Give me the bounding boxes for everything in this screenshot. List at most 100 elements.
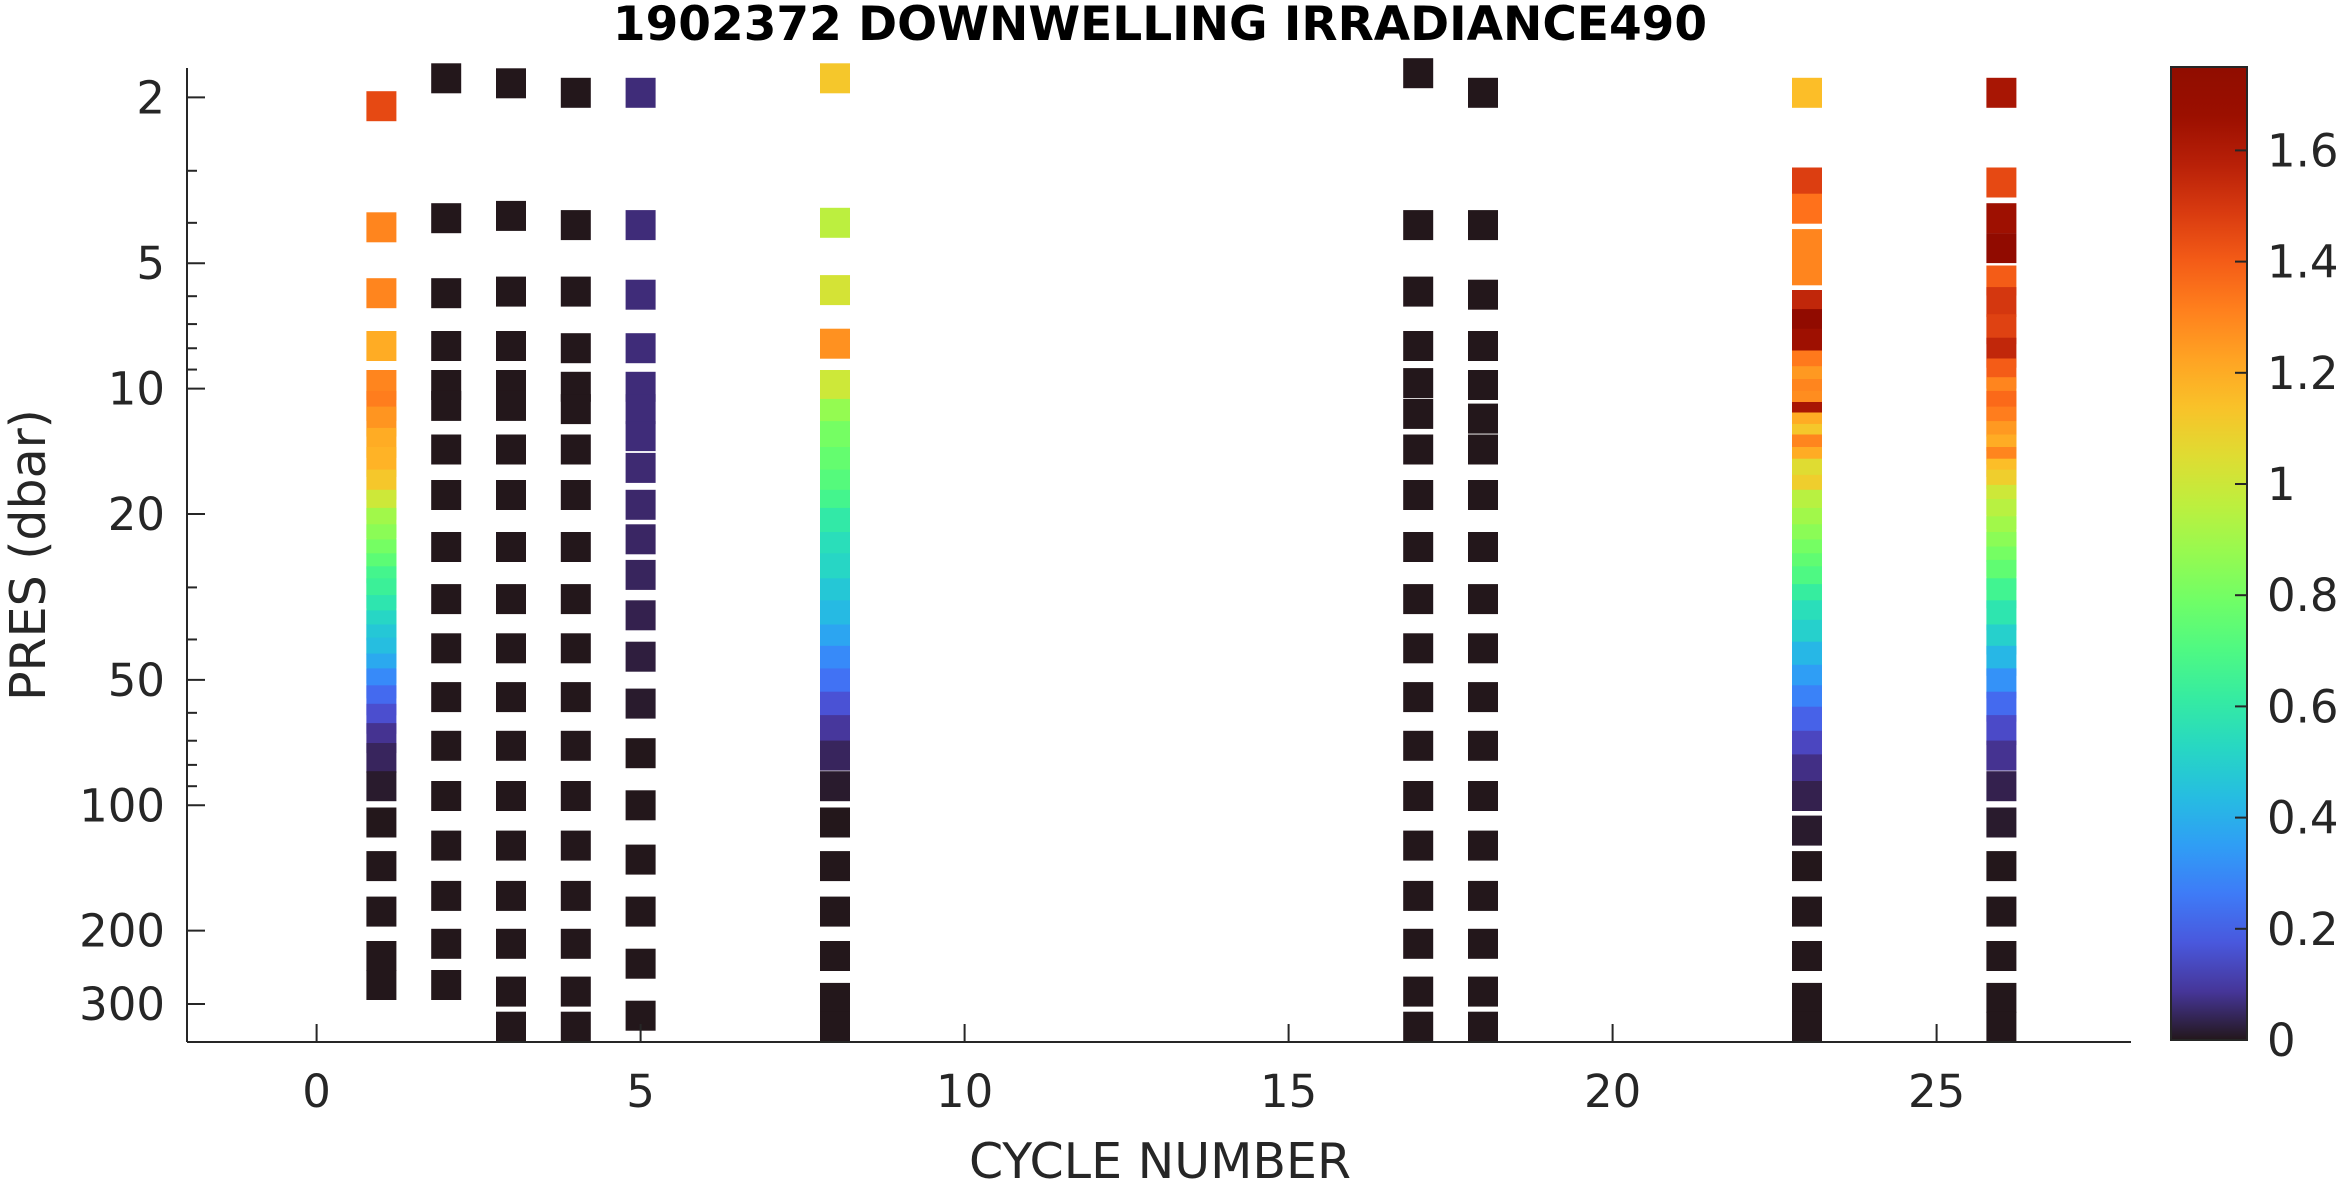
data-marker	[496, 928, 526, 959]
data-marker	[1468, 279, 1498, 310]
data-marker	[496, 1011, 526, 1042]
data-marker	[1792, 167, 1822, 198]
data-marker	[1986, 896, 2017, 927]
y-tick-label: 10	[108, 363, 165, 416]
data-marker	[625, 210, 656, 241]
data-marker	[1468, 370, 1498, 400]
chart-title: 1902372 DOWNWELLING IRRADIANCE490	[613, 0, 1707, 52]
y-tick-label: 2	[136, 71, 165, 124]
data-marker	[1792, 851, 1822, 882]
data-marker	[1986, 771, 2017, 802]
data-marker	[1986, 715, 2017, 746]
data-marker	[431, 682, 462, 713]
data-marker	[560, 781, 591, 811]
x-axis-label: CYCLE NUMBER	[969, 1133, 1351, 1187]
y-tick-label: 50	[108, 654, 165, 707]
data-marker	[431, 730, 462, 761]
data-marker	[1986, 807, 2017, 838]
data-marker	[560, 976, 591, 1007]
data-marker	[560, 830, 591, 861]
data-marker	[1468, 77, 1498, 108]
data-marker	[1403, 880, 1434, 911]
data-marker	[366, 807, 397, 838]
colorbar-gradient	[2171, 67, 2247, 1040]
data-marker	[625, 844, 656, 875]
data-marker	[1792, 193, 1822, 224]
data-marker	[1792, 754, 1822, 785]
data-marker	[820, 421, 850, 452]
data-marker	[366, 896, 397, 927]
data-marker	[496, 880, 526, 911]
y-tick-label: 200	[79, 905, 165, 958]
data-marker	[1403, 276, 1434, 307]
data-marker	[496, 276, 526, 307]
data-marker	[1468, 730, 1498, 761]
data-marker	[820, 715, 850, 746]
y-tick-label: 5	[136, 237, 165, 290]
data-marker	[366, 851, 397, 882]
data-marker	[625, 688, 656, 719]
data-marker	[1468, 210, 1498, 241]
data-marker	[431, 278, 462, 309]
data-marker	[1403, 976, 1434, 1007]
data-marker	[1403, 682, 1434, 713]
data-marker	[496, 830, 526, 861]
data-marker	[431, 390, 462, 421]
data-marker	[496, 584, 526, 615]
data-marker	[625, 394, 656, 425]
data-marker	[560, 928, 591, 959]
data-marker	[496, 331, 526, 361]
data-marker	[560, 880, 591, 911]
data-marker	[1403, 730, 1434, 761]
data-marker	[496, 781, 526, 811]
data-marker	[1792, 982, 1822, 1013]
data-marker	[366, 970, 397, 1000]
data-marker	[1403, 210, 1434, 241]
data-marker	[1468, 928, 1498, 959]
data-marker	[1468, 781, 1498, 811]
data-marker	[1986, 77, 2017, 108]
data-marker	[625, 77, 656, 108]
data-marker	[431, 970, 462, 1000]
data-marker	[1403, 331, 1434, 361]
data-marker	[366, 771, 397, 802]
data-marker	[366, 212, 397, 243]
data-marker	[1792, 941, 1822, 971]
colorbar-tick-label: 1	[2267, 458, 2296, 511]
data-marker	[625, 452, 656, 483]
data-marker	[1986, 982, 2017, 1013]
data-marker	[431, 480, 462, 510]
data-marker	[560, 682, 591, 713]
data-marker	[366, 331, 397, 361]
x-tick-label: 25	[1908, 1065, 1965, 1118]
colorbar-tick-label: 0.8	[2267, 569, 2337, 622]
data-marker	[1986, 233, 2017, 264]
y-tick-label: 300	[79, 978, 165, 1031]
colorbar-tick-label: 1.2	[2267, 347, 2337, 400]
data-marker	[1468, 403, 1498, 434]
data-marker	[431, 63, 462, 94]
data-marker	[496, 68, 526, 99]
data-marker	[560, 276, 591, 307]
data-marker	[1403, 830, 1434, 861]
data-marker	[625, 421, 656, 452]
data-marker	[496, 976, 526, 1007]
data-marker	[1468, 682, 1498, 713]
data-marker	[1792, 896, 1822, 927]
data-marker	[366, 278, 397, 309]
data-marker	[496, 480, 526, 510]
data-marker	[1792, 781, 1822, 811]
data-marker	[560, 1011, 591, 1042]
data-marker	[496, 682, 526, 713]
data-marker	[625, 641, 656, 672]
y-axis-ticks: 2 5 10 20 50 100 200 300	[79, 71, 205, 1031]
data-marker	[1468, 1011, 1498, 1042]
data-marker	[1986, 941, 2017, 971]
data-marker	[1403, 434, 1434, 465]
data-marker	[366, 91, 397, 122]
data-marker	[1792, 815, 1822, 846]
data-marker	[366, 941, 397, 971]
colorbar-tick-label: 0.2	[2267, 903, 2337, 956]
data-marker	[1468, 532, 1498, 562]
data-marker	[496, 434, 526, 465]
